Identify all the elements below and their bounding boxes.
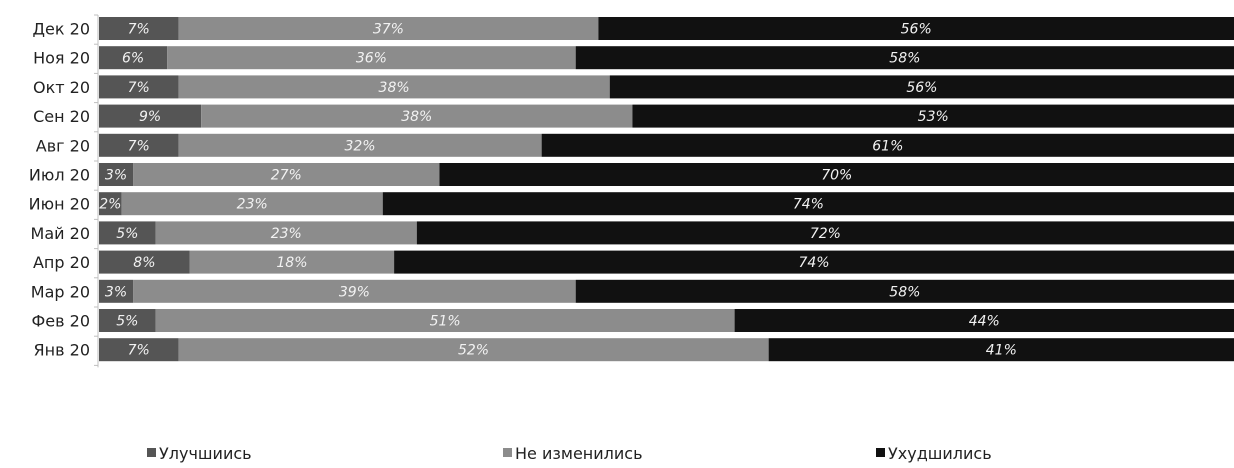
bar-segment bbox=[99, 221, 156, 245]
bar-segment bbox=[609, 75, 1234, 99]
bar-segment bbox=[133, 279, 576, 303]
data-label: 53% bbox=[918, 109, 949, 125]
bar-segment bbox=[99, 250, 190, 274]
data-label: 8% bbox=[133, 255, 155, 271]
category-label: Авг 20 bbox=[36, 136, 90, 155]
data-label: 6% bbox=[122, 51, 144, 67]
legend-swatch bbox=[876, 448, 885, 457]
data-label: 23% bbox=[237, 197, 268, 213]
bar-segment bbox=[99, 75, 179, 99]
bar-segment bbox=[178, 133, 542, 157]
axis-layer bbox=[94, 14, 99, 368]
bar-segment bbox=[598, 17, 1234, 40]
bar-segment bbox=[575, 46, 1234, 70]
bar-segment bbox=[416, 221, 1234, 245]
legend-label: Не изменились bbox=[515, 444, 643, 463]
category-label: Окт 20 bbox=[33, 78, 90, 97]
data-label: 37% bbox=[373, 22, 404, 38]
bar-segment bbox=[394, 250, 1234, 274]
data-label: 72% bbox=[810, 226, 841, 242]
category-label: Сен 20 bbox=[33, 107, 90, 126]
data-label: 18% bbox=[276, 255, 307, 271]
bar-segment bbox=[189, 250, 395, 274]
category-label: Фев 20 bbox=[32, 312, 91, 331]
bar-segment bbox=[99, 338, 179, 362]
data-label: 41% bbox=[986, 343, 1017, 359]
category-label: Дек 20 bbox=[33, 20, 90, 39]
data-label: 5% bbox=[116, 314, 138, 330]
category-label: Июл 20 bbox=[29, 166, 90, 185]
category-label: Апр 20 bbox=[33, 253, 90, 272]
category-label: Ноя 20 bbox=[33, 49, 90, 68]
bars bbox=[99, 17, 1234, 362]
data-label: 56% bbox=[906, 80, 937, 96]
data-label: 36% bbox=[356, 51, 387, 67]
data-label: 3% bbox=[105, 284, 127, 300]
bar-segment bbox=[201, 104, 633, 128]
bar-segment bbox=[99, 17, 179, 40]
value-labels: 7% 37% 56% 6% 36% 58% 7% 38% 56% 9% 38% 53% 7% 32% 61%… bbox=[99, 22, 1017, 359]
bar-segment bbox=[99, 279, 134, 303]
legend-swatch bbox=[147, 448, 156, 457]
data-label: 38% bbox=[379, 80, 410, 96]
bar-segment bbox=[541, 133, 1234, 157]
data-label: 7% bbox=[128, 80, 150, 96]
data-label: 56% bbox=[901, 22, 932, 38]
bar-segment bbox=[121, 192, 383, 216]
bar-segment bbox=[178, 17, 599, 40]
bar-segment bbox=[439, 163, 1234, 186]
data-label: 7% bbox=[128, 22, 150, 38]
data-label: 5% bbox=[116, 226, 138, 242]
data-label: 58% bbox=[889, 51, 920, 67]
bar-segment bbox=[632, 104, 1234, 128]
bar-segment bbox=[575, 279, 1234, 303]
data-label: 44% bbox=[969, 314, 1000, 330]
legend-label: Улучшиись bbox=[159, 444, 252, 463]
bar-segment bbox=[99, 163, 134, 186]
bar-segment bbox=[99, 104, 202, 128]
data-label: 7% bbox=[128, 138, 150, 154]
bar-segment bbox=[99, 46, 168, 70]
legend-label: Ухудшились bbox=[888, 444, 992, 463]
data-label: 51% bbox=[430, 314, 461, 330]
bar-segment bbox=[178, 338, 769, 362]
bar-segment bbox=[178, 75, 610, 99]
category-label: Июн 20 bbox=[29, 195, 90, 214]
bar-segment bbox=[99, 192, 122, 216]
bar-segment bbox=[734, 309, 1234, 332]
category-label: Янв 20 bbox=[34, 341, 90, 360]
data-label: 39% bbox=[339, 284, 370, 300]
legend-swatch bbox=[503, 448, 512, 457]
data-label: 23% bbox=[271, 226, 302, 242]
bar-segment bbox=[167, 46, 576, 70]
data-label: 2% bbox=[99, 197, 121, 213]
data-label: 9% bbox=[139, 109, 161, 125]
data-label: 32% bbox=[344, 138, 375, 154]
bar-segment bbox=[99, 133, 179, 157]
data-label: 7% bbox=[128, 343, 150, 359]
data-label: 38% bbox=[401, 109, 432, 125]
bar-segment bbox=[382, 192, 1234, 216]
data-label: 58% bbox=[889, 284, 920, 300]
data-label: 70% bbox=[821, 168, 852, 184]
data-label: 3% bbox=[105, 168, 127, 184]
data-label: 61% bbox=[872, 138, 903, 154]
data-label: 52% bbox=[458, 343, 489, 359]
legend: Улучшиись Не изменились Ухудшились bbox=[147, 444, 992, 463]
bar-segment bbox=[768, 338, 1234, 362]
bar-segment bbox=[155, 309, 735, 332]
data-label: 27% bbox=[271, 168, 302, 184]
data-label: 74% bbox=[793, 197, 824, 213]
data-label: 74% bbox=[798, 255, 829, 271]
category-label: Май 20 bbox=[31, 224, 90, 243]
bar-segment bbox=[99, 309, 156, 332]
category-labels: Дек 20 Ноя 20 Окт 20 Сен 20 Авг 20 Июл 20 Июн … bbox=[29, 20, 90, 360]
bar-segment bbox=[155, 221, 417, 245]
category-label: Мар 20 bbox=[31, 282, 90, 301]
bar-segment bbox=[133, 163, 440, 186]
